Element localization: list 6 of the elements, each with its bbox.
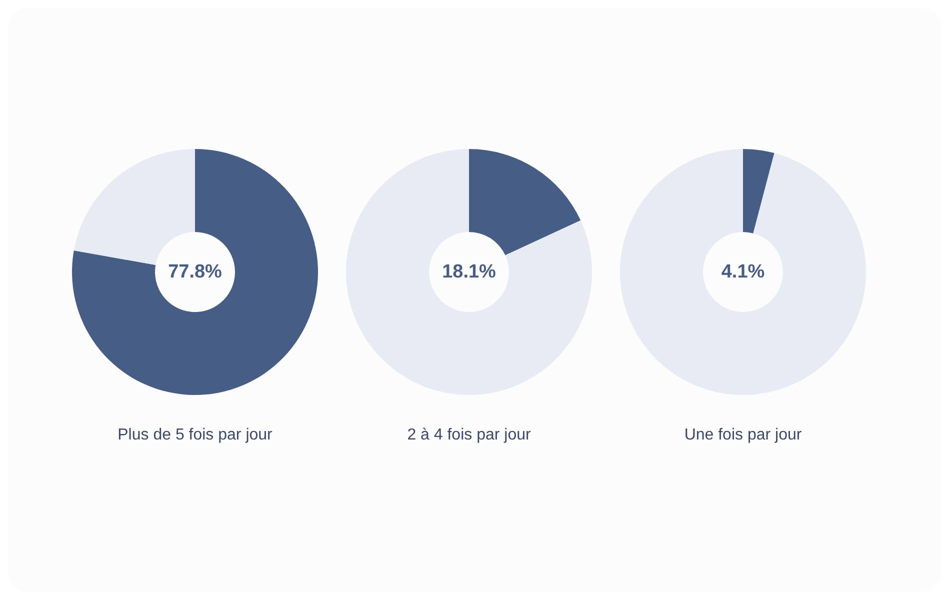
text: Plus de 5 fois par jour <box>118 426 274 444</box>
text: 2 à 4 fois par jour <box>407 426 532 444</box>
text: Une fois par jour <box>684 426 802 444</box>
text: 18.1% <box>442 262 496 282</box>
text: 4.1% <box>721 262 765 282</box>
text: 77.8% <box>168 262 222 282</box>
